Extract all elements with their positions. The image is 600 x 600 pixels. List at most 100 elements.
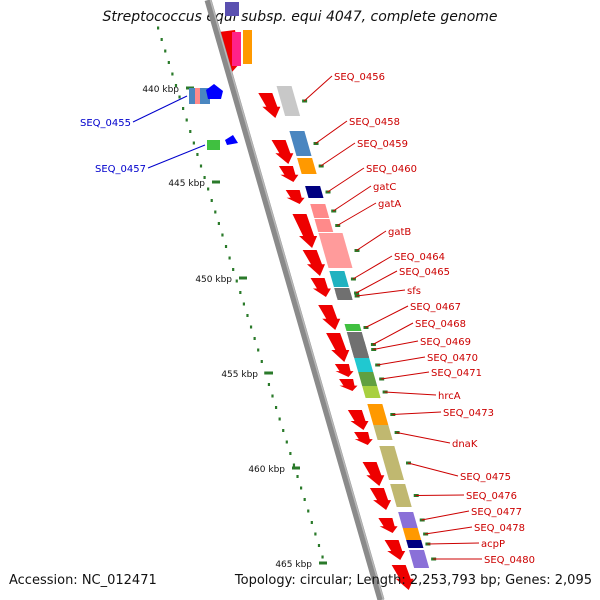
scale-dot xyxy=(239,291,242,294)
feature-block xyxy=(362,386,381,398)
cds-arrow xyxy=(278,166,299,182)
scale-dot xyxy=(274,406,278,409)
scale-dot xyxy=(267,383,271,386)
feature-block xyxy=(225,2,239,16)
scale-dot xyxy=(321,555,324,559)
feature-block xyxy=(207,140,220,150)
feature-labels: SEQ_0456 SEQ_0458 SEQ_0459 SEQ_0460 gatC gatA… xyxy=(80,72,535,566)
cds-arrow xyxy=(318,305,341,330)
scale-dot xyxy=(242,302,245,306)
scale-dot xyxy=(178,95,181,99)
feature-label: gatA xyxy=(378,199,401,210)
feature-block xyxy=(367,404,389,425)
feature-label: SEQ_0467 xyxy=(410,302,461,313)
label-leader xyxy=(392,411,442,415)
feature-block xyxy=(289,131,312,156)
feature-label: gatB xyxy=(388,227,411,238)
label-leader xyxy=(356,289,406,297)
feature-block xyxy=(318,233,353,268)
feature-label: SEQ_0471 xyxy=(431,368,482,379)
scale-ticks: 440 kbp 445 kbp 450 kbp 455 kbp 460 kbp 465 k… xyxy=(142,26,327,570)
feature-block xyxy=(195,88,200,104)
scale-dot xyxy=(164,49,167,53)
feature-block xyxy=(354,358,374,372)
cds-arrow xyxy=(362,462,385,486)
scale-dot xyxy=(292,463,296,467)
scale-tick xyxy=(212,180,220,184)
scale-dot xyxy=(289,452,292,455)
scale-dot xyxy=(246,314,249,317)
feature-label: SEQ_0468 xyxy=(415,319,466,330)
genome-summary-text: Topology: circular; Length: 2,253,793 bp… xyxy=(234,573,592,588)
scale-dot xyxy=(235,279,238,283)
reverse-arrow xyxy=(206,84,223,99)
cds-arrow xyxy=(378,518,398,533)
scale-dot xyxy=(257,348,260,352)
scale-dot xyxy=(296,475,299,478)
scale-dot xyxy=(203,176,206,179)
scale-dot xyxy=(192,141,195,145)
feature-label: SEQ_0480 xyxy=(484,555,535,566)
scale-dot xyxy=(260,360,263,363)
accession-text: Accession: NC_012471 xyxy=(9,573,157,588)
scale-dot xyxy=(157,26,160,30)
label-leader xyxy=(415,494,465,496)
scale-dot xyxy=(167,61,170,64)
label-leader xyxy=(315,120,348,144)
cds-arrow xyxy=(285,190,305,204)
label-leader xyxy=(336,202,377,226)
feature-label: SEQ_0456 xyxy=(334,72,385,83)
scale-tick-label: 445 kbp xyxy=(168,179,205,189)
scale-dot xyxy=(314,532,317,536)
feature-label: SEQ_0460 xyxy=(366,164,417,175)
reverse-arrow xyxy=(225,135,238,145)
label-leader xyxy=(377,356,426,366)
feature-label: SEQ_0478 xyxy=(474,523,525,534)
feature-block xyxy=(408,550,430,568)
scale-tick-label: 450 kbp xyxy=(195,275,232,285)
scale-dot xyxy=(174,84,178,87)
feature-block xyxy=(402,528,422,540)
feature-block xyxy=(349,341,370,358)
scale-dot xyxy=(196,153,199,156)
feature-block xyxy=(358,372,378,386)
feature-label: SEQ_0475 xyxy=(460,472,511,483)
cds-arrow xyxy=(271,140,294,164)
label-leader xyxy=(407,462,459,477)
scale-dot xyxy=(185,118,188,122)
scale-dot xyxy=(224,245,228,248)
scale-dot xyxy=(310,521,313,524)
scale-dot xyxy=(182,107,185,110)
label-leader xyxy=(396,432,451,444)
scale-dot xyxy=(189,130,192,133)
label-leader xyxy=(327,167,365,193)
scale-dot xyxy=(278,417,281,421)
scale-dot xyxy=(282,429,285,432)
cds-arrow xyxy=(310,278,331,297)
feature-block xyxy=(379,446,405,480)
label-leader xyxy=(352,255,393,280)
scale-dot xyxy=(171,72,174,76)
scale-tick-label: 440 kbp xyxy=(142,85,179,95)
feature-block xyxy=(297,158,317,174)
feature-block xyxy=(373,425,393,440)
feature-label: sfs xyxy=(407,286,421,297)
label-leader xyxy=(384,391,437,396)
scale-tick xyxy=(292,466,300,470)
label-leader xyxy=(147,144,206,169)
cds-arrow xyxy=(347,410,369,430)
label-leader xyxy=(381,371,430,380)
label-leader xyxy=(425,526,473,535)
feature-block xyxy=(329,271,349,287)
scale-dot xyxy=(207,187,210,191)
feature-label: SEQ_0465 xyxy=(399,267,450,278)
feature-label: SEQ_0458 xyxy=(349,117,400,128)
cds-arrow xyxy=(369,488,392,510)
cds-arrow xyxy=(302,250,325,276)
cds-arrow xyxy=(334,364,354,377)
feature-label: SEQ_0469 xyxy=(420,337,471,348)
scale-tick-label: 455 kbp xyxy=(221,370,258,380)
scale-tick xyxy=(239,276,247,280)
label-leader xyxy=(356,230,387,251)
